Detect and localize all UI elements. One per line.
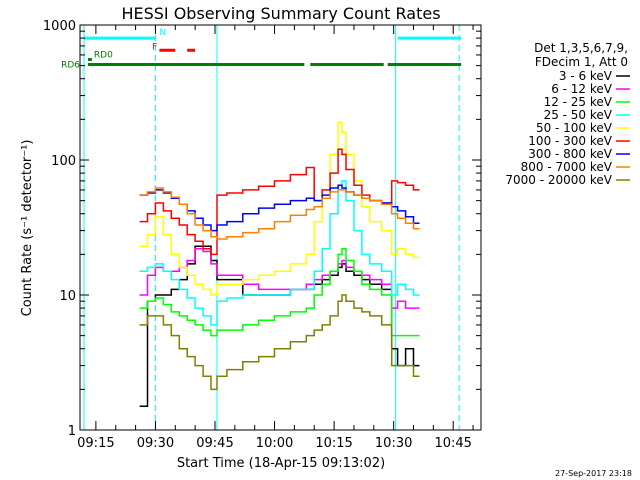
- y-axis-label: Count Rate (s⁻¹ detector⁻¹): [20, 140, 35, 317]
- x-tick-label-5: 10:30: [375, 436, 412, 451]
- flag-bars: NF RD0 RD6: [61, 28, 462, 70]
- y-tick-label-0: 1: [68, 424, 76, 439]
- legend: Det 1,3,5,6,7,9, FDecim 1, Att 0 3 - 6 k…: [505, 41, 630, 187]
- x-tick-label-3: 10:00: [256, 436, 293, 451]
- legend-item-4-label: 50 - 100 keV: [536, 121, 613, 135]
- y-tick-label-3: 1000: [43, 19, 76, 34]
- plot-frame: [79, 24, 482, 431]
- flag-label-f: F: [152, 42, 157, 52]
- legend-item-1-label: 6 - 12 keV: [551, 82, 613, 96]
- legend-header-line-2: FDecim 1, Att 0: [535, 55, 628, 69]
- legend-item-2-label: 12 - 25 keV: [544, 95, 613, 109]
- series-line-25-50-kev: [139, 180, 420, 326]
- flag-label-n: N: [159, 28, 166, 38]
- series-line-12-25-kev: [139, 248, 420, 337]
- series-line-50-100-kev: [139, 121, 420, 296]
- series-line-800-7000-kev: [139, 187, 420, 240]
- legend-item-3-label: 25 - 50 keV: [544, 108, 613, 122]
- axes: 09:15 09:30 09:45 10:00 10:15 10:30 10:45 1 10 10…: [43, 19, 481, 451]
- series-lines: [139, 121, 420, 407]
- legend-item-5-label: 100 - 300 keV: [528, 134, 612, 148]
- x-tick-label-1: 09:30: [137, 436, 174, 451]
- chart-title: HESSI Observing Summary Count Rates: [121, 4, 440, 23]
- legend-item-6-label: 300 - 800 keV: [528, 147, 612, 161]
- x-tick-label-4: 10:15: [315, 436, 352, 451]
- x-tick-label-2: 09:45: [196, 436, 233, 451]
- series-line-7000-20000-kev: [139, 294, 420, 391]
- y-tick-label-2: 100: [51, 154, 76, 169]
- x-tick-label-6: 10:45: [434, 436, 471, 451]
- legend-item-8-label: 7000 - 20000 keV: [505, 173, 612, 187]
- flag-label-rd0: RD0: [94, 51, 113, 61]
- legend-header-line-1: Det 1,3,5,6,7,9,: [534, 41, 628, 55]
- footer-timestamp: 27-Sep-2017 23:18: [555, 469, 632, 478]
- legend-item-0-label: 3 - 6 keV: [559, 69, 613, 83]
- legend-item-7-label: 800 - 7000 keV: [521, 160, 613, 174]
- x-axis-label: Start Time (18-Apr-15 09:13:02): [177, 456, 385, 471]
- y-tick-label-1: 10: [59, 289, 76, 304]
- flag-label-rd6: RD6: [61, 60, 80, 70]
- x-tick-label-0: 09:15: [77, 436, 114, 451]
- plot-border: [79, 24, 482, 431]
